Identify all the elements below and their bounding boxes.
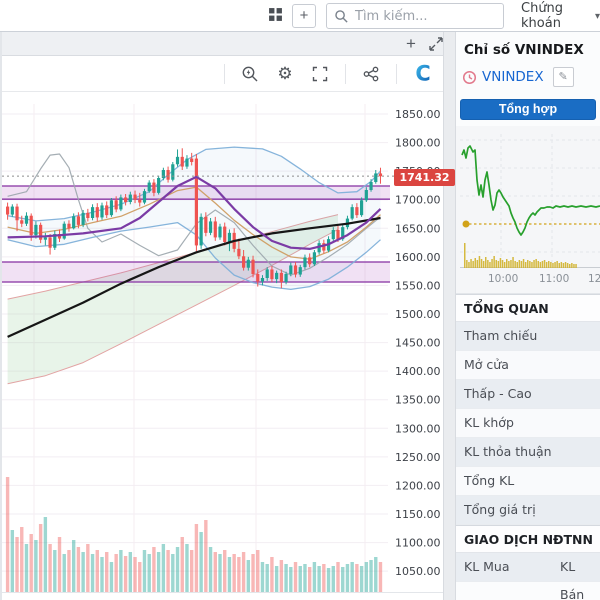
svg-text:1600.00: 1600.00 bbox=[395, 251, 441, 264]
last-price-badge: 1741.32 bbox=[394, 169, 455, 186]
svg-text:1100.00: 1100.00 bbox=[395, 537, 441, 550]
chart-panel: + ⚙ bbox=[0, 32, 445, 600]
toolbar-divider bbox=[345, 63, 346, 84]
svg-text:1150.00: 1150.00 bbox=[395, 508, 441, 521]
main-candlestick-chart[interactable]: 1850.001800.001750.001700.001650.001600.… bbox=[2, 92, 445, 600]
edit-symbol-button[interactable]: ✎ bbox=[552, 67, 574, 87]
section-header-overview: TỔNG QUAN bbox=[456, 294, 600, 322]
svg-text:1300.00: 1300.00 bbox=[395, 422, 441, 435]
svg-text:1200.00: 1200.00 bbox=[395, 479, 441, 492]
mini-x-tick: 11:00 bbox=[539, 273, 570, 285]
brand-logo-c[interactable]: C bbox=[412, 63, 434, 85]
flash-zoom-icon[interactable] bbox=[240, 64, 260, 84]
search-icon bbox=[335, 9, 348, 23]
row-kl-khop: KL khớp bbox=[456, 409, 600, 438]
apps-grid-button[interactable] bbox=[263, 5, 287, 27]
toolbar-divider bbox=[224, 63, 225, 84]
svg-text:1450.00: 1450.00 bbox=[395, 337, 441, 350]
row-tham-chieu: Tham chiếu bbox=[456, 322, 600, 351]
chart-toolbar: ⚙ bbox=[2, 56, 443, 92]
row-tong-gia-tri: Tổng giá trị bbox=[456, 496, 600, 525]
svg-text:1850.00: 1850.00 bbox=[395, 108, 441, 121]
svg-text:C: C bbox=[415, 63, 430, 85]
toolbar-divider bbox=[396, 63, 397, 84]
svg-text:1350.00: 1350.00 bbox=[395, 394, 441, 407]
svg-text:1650.00: 1650.00 bbox=[395, 222, 441, 235]
caret-down-icon: ▾ bbox=[594, 10, 600, 22]
svg-text:1550.00: 1550.00 bbox=[395, 279, 441, 292]
pencil-icon: ✎ bbox=[558, 70, 568, 83]
panel-title: Chỉ số VNINDEX bbox=[464, 42, 584, 58]
market-dropdown-label: Chứng khoán bbox=[521, 1, 564, 31]
svg-text:1700.00: 1700.00 bbox=[395, 194, 441, 207]
mini-x-tick: 10:00 bbox=[488, 273, 519, 285]
market-dropdown[interactable]: Chứng khoán ▾ bbox=[521, 1, 600, 31]
row-kl-thoa-thuan: KL thỏa thuận bbox=[456, 438, 600, 467]
add-chart-button[interactable]: + bbox=[400, 33, 422, 55]
chart-tab-strip: + bbox=[2, 32, 443, 56]
summary-tab-button[interactable]: Tổng hợp bbox=[460, 99, 596, 120]
row-kl-mua-ban: KL Mua KL Bán bbox=[456, 553, 600, 600]
index-summary-panel: Chỉ số VNINDEX VNINDEX ✎ Tổng hợp 10:00 … bbox=[456, 32, 600, 600]
row-thap-cao: Thấp - Cao bbox=[456, 380, 600, 409]
settings-gear-icon[interactable]: ⚙ bbox=[275, 64, 295, 84]
symbol-label[interactable]: VNINDEX bbox=[482, 69, 544, 85]
buy-volume-label: KL Mua bbox=[464, 559, 510, 574]
search-input[interactable]: Tìm kiếm... bbox=[326, 3, 504, 29]
svg-text:1500.00: 1500.00 bbox=[395, 308, 441, 321]
apps-grid-icon bbox=[268, 8, 282, 21]
svg-text:1400.00: 1400.00 bbox=[395, 365, 441, 378]
sell-volume-label: KL Bán bbox=[560, 559, 585, 600]
row-mo-cua: Mở cửa bbox=[456, 351, 600, 380]
svg-text:1050.00: 1050.00 bbox=[395, 565, 441, 578]
row-tong-kl: Tổng KL bbox=[456, 467, 600, 496]
search-placeholder: Tìm kiếm... bbox=[355, 8, 428, 24]
mini-chart-canvas bbox=[460, 134, 600, 268]
section-header-foreign: GIAO DỊCH NĐTNN bbox=[456, 525, 600, 553]
svg-text:1800.00: 1800.00 bbox=[395, 137, 441, 150]
panel-divider[interactable] bbox=[443, 32, 456, 600]
history-clock-icon bbox=[462, 70, 477, 84]
browser-topbar: + Tìm kiếm... Chứng khoán ▾ bbox=[0, 0, 600, 32]
expand-icon[interactable] bbox=[427, 35, 445, 53]
symbol-row: VNINDEX ✎ bbox=[462, 67, 594, 87]
intraday-mini-chart[interactable]: 10:00 11:00 12:00 bbox=[456, 126, 600, 294]
svg-text:1250.00: 1250.00 bbox=[395, 451, 441, 464]
new-tab-button[interactable]: + bbox=[292, 4, 316, 28]
mini-x-tick: 12:00 bbox=[588, 273, 600, 285]
share-icon[interactable] bbox=[361, 64, 381, 84]
fullscreen-icon[interactable] bbox=[310, 64, 330, 84]
